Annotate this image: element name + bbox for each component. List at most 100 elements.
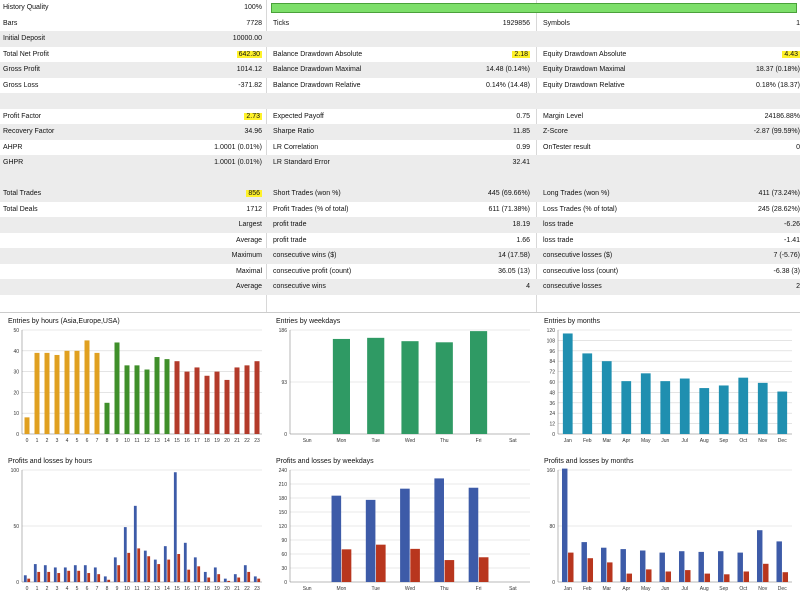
x-tick-label: 12: [144, 438, 150, 444]
loss-bar: [217, 574, 221, 582]
x-tick-label: Mar: [602, 438, 611, 444]
bar: [562, 333, 573, 434]
history-quality-value: 100%: [244, 4, 262, 11]
bar: [194, 367, 200, 434]
chart-entries-by-hours: Entries by hours (Asia,Europe,USA) 0 10 20…: [4, 318, 266, 446]
x-tick-label: 16: [184, 438, 190, 444]
bar: [74, 350, 80, 434]
metric-label: Gross Loss: [3, 81, 39, 89]
metric-value-text: 245 (28.62%): [757, 205, 800, 213]
metric-value-text: 856: [246, 190, 262, 197]
loss-bar: [257, 578, 261, 582]
metric-value: 0.18% (18.37): [660, 78, 800, 94]
bar: [184, 371, 190, 434]
charts-area: [0, 312, 800, 601]
metric-value: 1014.12: [140, 62, 265, 78]
x-tick-label: 20: [224, 586, 230, 592]
metric-value: [660, 31, 800, 47]
chart-entries-by-months: Entries by months 0 12 24 36 48 60 72 84 96 108 12…: [540, 318, 796, 446]
loss-bar: [665, 571, 672, 582]
metric-value-text: 1712: [246, 205, 262, 213]
metric-label: Gross Profit: [3, 66, 40, 73]
metric-label: Long Trades (won %): [543, 190, 610, 197]
bar: [679, 378, 690, 434]
x-tick-label: 13: [154, 586, 160, 592]
metric-value-text: 2.73: [244, 112, 262, 120]
metric-value: 32.41: [400, 155, 533, 171]
metric-label: Initial Deposit: [3, 35, 46, 42]
metric-label: Z-Score: [543, 128, 568, 135]
loss-bar: [743, 571, 750, 582]
profit-bar: [659, 552, 665, 582]
x-tick-label: 0: [26, 438, 29, 444]
profit-bar: [103, 576, 107, 582]
x-tick-label: Jun: [661, 586, 669, 592]
metric-value: [660, 93, 800, 109]
metric-value: 2.18: [400, 47, 533, 63]
metric-value: [140, 171, 265, 187]
metric-value-text: 1929856: [502, 19, 530, 27]
metric-label: consecutive losses: [543, 283, 602, 290]
metric-label: Ticks: [273, 19, 290, 27]
x-tick-label: 16: [184, 586, 190, 592]
x-tick-label: 18: [204, 438, 210, 444]
chart-profits-losses-by-weekdays: Profits and losses by weekdays 0 30 60 90 12…: [272, 458, 534, 594]
loss-bar: [197, 566, 201, 582]
y-tick-label: 0: [552, 432, 555, 438]
profit-bar: [468, 487, 479, 582]
y-tick-label: 210: [279, 482, 288, 488]
loss-bar: [207, 577, 211, 582]
metric-label: consecutive losses ($): [543, 252, 613, 259]
metric-label: LR Correlation: [273, 143, 319, 151]
report-row: Maximal consecutive profit (count) 36.05 (…: [0, 264, 800, 280]
profit-bar: [331, 495, 342, 582]
profit-bar: [776, 541, 782, 582]
bar: [401, 341, 419, 434]
x-tick-label: 5: [76, 586, 79, 592]
report-row: GHPR 1.0001 (0.01%) LR Standard Error 32.41: [0, 155, 800, 171]
profit-bar: [213, 567, 217, 582]
metric-value: 34.96: [140, 124, 265, 140]
bar: [234, 367, 240, 434]
profit-bar: [756, 530, 763, 582]
x-tick-label: Dec: [778, 438, 787, 444]
profit-bar: [173, 472, 177, 582]
metric-label: loss trade: [543, 236, 574, 244]
metric-label: Short Trades (won %): [273, 190, 341, 197]
x-tick-label: Feb: [583, 586, 592, 592]
x-tick-label: 15: [174, 438, 180, 444]
metric-label: GHPR: [3, 159, 24, 166]
y-tick-label: 50: [13, 328, 19, 334]
bar: [44, 352, 50, 434]
metric-value-text: 4: [526, 283, 530, 290]
x-tick-label: 19: [214, 586, 220, 592]
metric-value: 2: [660, 279, 800, 295]
y-tick-label: 72: [549, 370, 555, 376]
metric-value: 1929856: [400, 16, 533, 32]
metric-value: 4: [400, 279, 533, 295]
y-tick-label: 180: [279, 496, 288, 502]
metric-value: 0: [660, 140, 800, 156]
loss-bar: [37, 571, 41, 582]
y-tick-label: 30: [13, 370, 19, 376]
report-row: Average consecutive wins 4 consecutive loss…: [0, 279, 800, 295]
metric-value: 14 (17.58): [400, 248, 533, 264]
x-tick-label: 23: [254, 438, 260, 444]
metric-label: consecutive wins ($): [273, 252, 337, 259]
x-tick-label: 17: [194, 438, 200, 444]
metric-label: AHPR: [3, 143, 23, 151]
metric-label: Profit Factor: [3, 112, 42, 120]
x-tick-label: Mon: [337, 438, 347, 444]
x-tick-label: 2: [46, 586, 49, 592]
metric-value: [660, 155, 800, 171]
spacer-row: [0, 170, 800, 187]
bar: [367, 337, 385, 434]
x-tick-label: Wed: [405, 586, 415, 592]
x-tick-label: 22: [244, 586, 250, 592]
metric-value: 7728: [140, 16, 265, 32]
bar: [224, 379, 230, 434]
x-tick-label: 10: [124, 438, 130, 444]
metric-value-text: 18.37 (0.18%): [756, 66, 800, 73]
metric-value-text: 4.43: [782, 50, 800, 58]
profit-bar: [63, 567, 67, 582]
